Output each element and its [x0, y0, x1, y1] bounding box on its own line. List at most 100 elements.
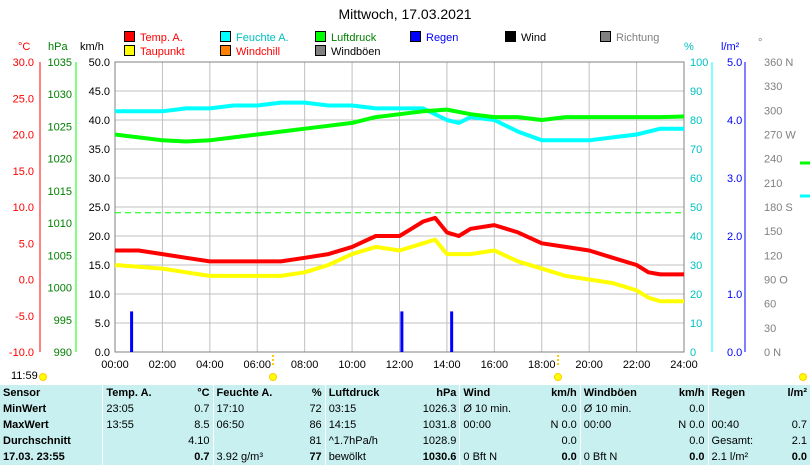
stats-cell: 13:55 [102, 417, 175, 433]
legend-item-feuchte-a: Feuchte A. [220, 31, 289, 44]
wind-axis-tick: 50.0 [89, 57, 110, 69]
statistics-table: Sensor Temp. A. °C Feuchte A. % Luftdruc… [0, 385, 810, 465]
legend-swatch [220, 45, 231, 56]
direction-axis-tick: 120 [764, 250, 782, 262]
humidity-axis-tick: 70 [690, 144, 702, 156]
stats-header-rain: Regen [707, 385, 775, 401]
stats-cell: 4.10 [188, 435, 210, 447]
stats-cell: 23:05 [102, 401, 175, 417]
stats-header-rain-unit: l/m² [787, 387, 807, 399]
stats-cell: 00:00 [459, 417, 535, 433]
stats-cell: 00:40 [707, 417, 775, 433]
legend-label: Wind [521, 32, 547, 44]
legend-swatch [315, 45, 326, 56]
temp-unit-label: °C [18, 41, 30, 53]
legend-label: Windchill [236, 46, 281, 58]
rain-axis-tick: 1.0 [727, 289, 742, 301]
legend-item-luftdruck: Luftdruck [315, 31, 376, 44]
rain-bar [450, 311, 454, 352]
stats-header-humidity: Feuchte A. [212, 385, 300, 401]
x-axis-tick: 20:00 [575, 359, 603, 371]
x-axis-tick: 10:00 [338, 359, 366, 371]
stats-cell: Gesamt: [707, 433, 775, 449]
stats-cell: 72 [309, 403, 322, 415]
direction-axis-tick: 150 [764, 226, 782, 238]
direction-axis-tick: 210 [764, 178, 782, 190]
legend-swatch [315, 31, 326, 42]
stats-cell: 1026.3 [422, 403, 457, 415]
direction-unit-label: ° [758, 37, 762, 49]
weather-chart: 30.0 25.0 20.0 15.0 10.0 5.0 0.0 -5.0 -10.0 1035 1… [9, 37, 810, 381]
stats-cell: 2.1 [791, 435, 807, 447]
direction-axis-tick: 180 S [764, 202, 793, 214]
temp-axis-tick: -10.0 [9, 347, 34, 359]
stats-cell [102, 433, 175, 449]
series-line-luftdruck [114, 107, 685, 144]
wind-axis-tick: 35.0 [89, 144, 110, 156]
stats-row: MaxWert 13:55 8.5 06:50 86 14:15 1031.8 00:00 N … [0, 417, 810, 433]
stats-cell: 1031.8 [422, 419, 457, 431]
stats-row-sensor: MaxWert [3, 419, 49, 431]
x-axis-tick: 02:00 [149, 359, 177, 371]
wind-axis-tick: 30.0 [89, 173, 110, 185]
direction-axis-tick: 360 N [764, 57, 793, 69]
sun-marker-dot [269, 373, 277, 381]
legend-swatch [410, 31, 421, 42]
legend-swatch [220, 31, 231, 42]
pressure-unit-label: hPa [48, 41, 68, 53]
legend-swatch [505, 31, 516, 42]
direction-axis-tick: 300 [764, 105, 782, 117]
legend-swatch [124, 45, 135, 56]
rain-axis-tick: 0.0 [727, 347, 742, 359]
legend-item-regen: Regen [410, 31, 458, 44]
stats-cell: 06:50 [212, 417, 300, 433]
pressure-axis-tick: 995 [54, 315, 72, 327]
stats-header-humidity-unit: % [311, 387, 322, 399]
stats-cell: Ø 10 min. [459, 401, 535, 417]
direction-axis-tick: 0 N [764, 347, 781, 359]
stats-cell: 0.0 [689, 451, 705, 463]
temp-axis-tick: 25.0 [13, 93, 34, 105]
stats-cell: 0.7 [194, 451, 210, 463]
direction-axis-tick: 30 [764, 323, 776, 335]
legend-swatch [600, 31, 611, 42]
temp-axis-tick: 30.0 [13, 57, 34, 69]
pressure-axis-tick: 1000 [48, 283, 72, 295]
stats-cell: 0.0 [561, 403, 577, 415]
stats-row-sensor: Durchschnitt [3, 435, 71, 447]
legend-item-temp-a: Temp. A. [124, 31, 183, 44]
x-axis-tick: 00:00 [101, 359, 129, 371]
x-axis-tick: 08:00 [291, 359, 319, 371]
rain-axis-tick: 2.0 [727, 231, 742, 243]
legend-item-taupunkt: Taupunkt [124, 45, 185, 58]
temp-axis-tick: 20.0 [13, 130, 34, 142]
temp-axis-tick: 10.0 [13, 202, 34, 214]
rain-bar [130, 311, 134, 352]
stats-cell: 0.7 [791, 419, 807, 431]
humidity-axis-tick: 40 [690, 231, 702, 243]
rain-axis-tick: 5.0 [727, 57, 742, 69]
temp-axis-tick: 5.0 [19, 238, 34, 250]
stats-cell: 17:10 [212, 401, 300, 417]
humidity-axis-tick: 90 [690, 86, 702, 98]
pressure-axis-tick: 1015 [48, 186, 72, 198]
time-marker-bar: 11:59 [0, 368, 810, 385]
stats-header-sensor: Sensor [3, 387, 41, 399]
stats-header-temp-unit: °C [197, 387, 210, 399]
sun-marker-dot [799, 373, 807, 381]
stats-header-row: Sensor Temp. A. °C Feuchte A. % Luftdruc… [0, 385, 810, 401]
sun-marker-dot [554, 373, 562, 381]
stats-header-pressure-unit: hPa [436, 387, 457, 399]
stats-cell [459, 433, 535, 449]
rain-axis-tick: 4.0 [727, 115, 742, 127]
direction-axis-tick: 90 O [764, 275, 788, 287]
humidity-axis-tick: 0 [690, 347, 696, 359]
stats-cell: 2.1 l/m² [707, 449, 775, 465]
stats-cell: 0.0 [791, 451, 807, 463]
temp-axis-tick: 15.0 [13, 166, 34, 178]
stats-cell: 0.0 [689, 403, 705, 415]
pressure-axis-tick: 1035 [48, 57, 72, 69]
stats-header-wind-unit: km/h [551, 387, 577, 399]
rain-bar [400, 311, 404, 352]
humidity-unit-label: % [684, 41, 694, 53]
